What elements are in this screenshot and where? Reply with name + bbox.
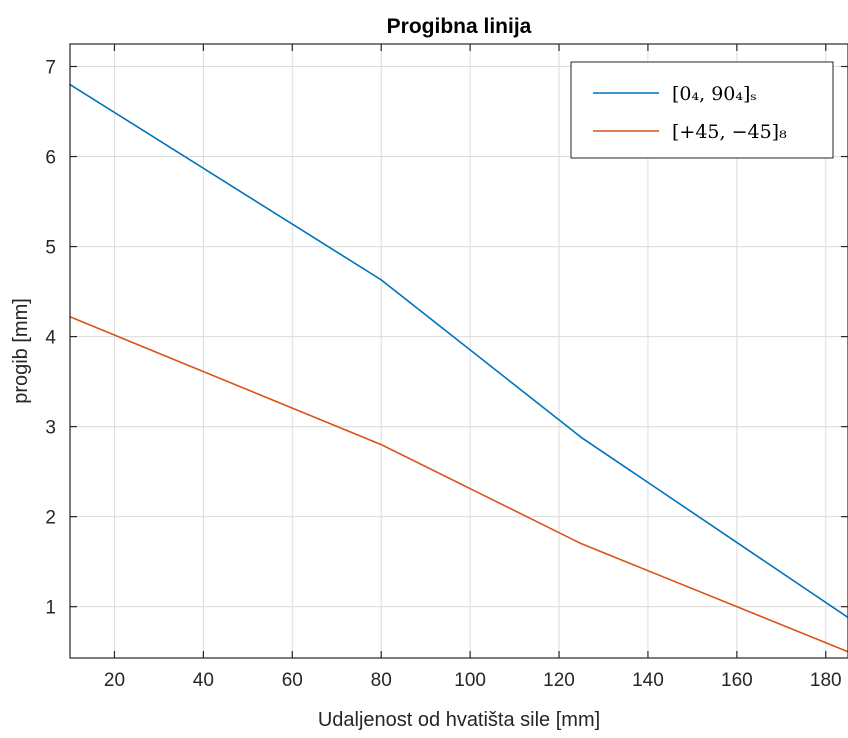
legend: [0₄, 90₄]ₛ [+45, −45]₈ bbox=[570, 61, 834, 159]
y-tick-label: 2 bbox=[45, 508, 56, 529]
x-tick-label: 140 bbox=[632, 670, 664, 691]
x-tick-label: 120 bbox=[543, 670, 575, 691]
y-tick-label: 7 bbox=[45, 58, 56, 79]
series-lines bbox=[69, 83, 848, 653]
x-axis-label: Udaljenost od hvatišta sile [mm] bbox=[318, 709, 600, 731]
series-1-point bbox=[380, 279, 383, 281]
series-2-point bbox=[380, 443, 383, 446]
y-tick-label: 3 bbox=[45, 418, 56, 439]
legend-label-series-2: [+45, −45]₈ bbox=[672, 121, 787, 143]
y-tick-label: 4 bbox=[45, 328, 56, 349]
plot-frame bbox=[69, 43, 848, 659]
series-1-point bbox=[580, 436, 583, 439]
series-line-1 bbox=[69, 83, 848, 619]
x-tick-label: 180 bbox=[810, 670, 842, 691]
legend-box bbox=[570, 61, 834, 159]
series-line-2 bbox=[69, 316, 848, 653]
x-tick-label: 40 bbox=[193, 670, 214, 691]
series-2-point bbox=[580, 542, 583, 545]
grid bbox=[70, 44, 848, 658]
x-tick-label: 160 bbox=[721, 670, 753, 691]
chart-title: Progibna linija bbox=[387, 15, 532, 38]
axis-ticks: 20 40 60 80 100 120 140 160 180 1 2 3 4 5 6 7 bbox=[45, 44, 848, 691]
legend-label-series-1: [0₄, 90₄]ₛ bbox=[672, 83, 757, 105]
x-tick-label: 60 bbox=[282, 670, 303, 691]
y-tick-label: 1 bbox=[45, 598, 56, 619]
y-tick-label: 6 bbox=[45, 148, 56, 169]
x-tick-label: 100 bbox=[454, 670, 486, 691]
x-tick-label: 80 bbox=[371, 670, 392, 691]
x-tick-label: 20 bbox=[104, 670, 125, 691]
y-axis-label: progib [mm] bbox=[10, 298, 32, 404]
y-tick-label: 5 bbox=[45, 238, 56, 259]
